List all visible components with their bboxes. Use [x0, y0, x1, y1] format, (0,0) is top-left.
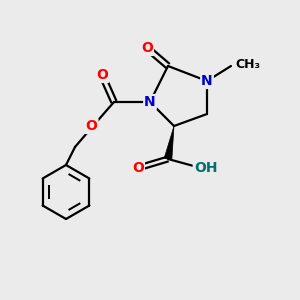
Text: N: N — [144, 95, 156, 109]
Text: N: N — [201, 74, 213, 88]
Text: CH₃: CH₃ — [236, 58, 260, 71]
Text: O: O — [132, 161, 144, 175]
Text: O: O — [85, 119, 98, 133]
Text: O: O — [141, 41, 153, 55]
Text: OH: OH — [194, 161, 217, 175]
Polygon shape — [164, 126, 174, 160]
Text: O: O — [96, 68, 108, 82]
